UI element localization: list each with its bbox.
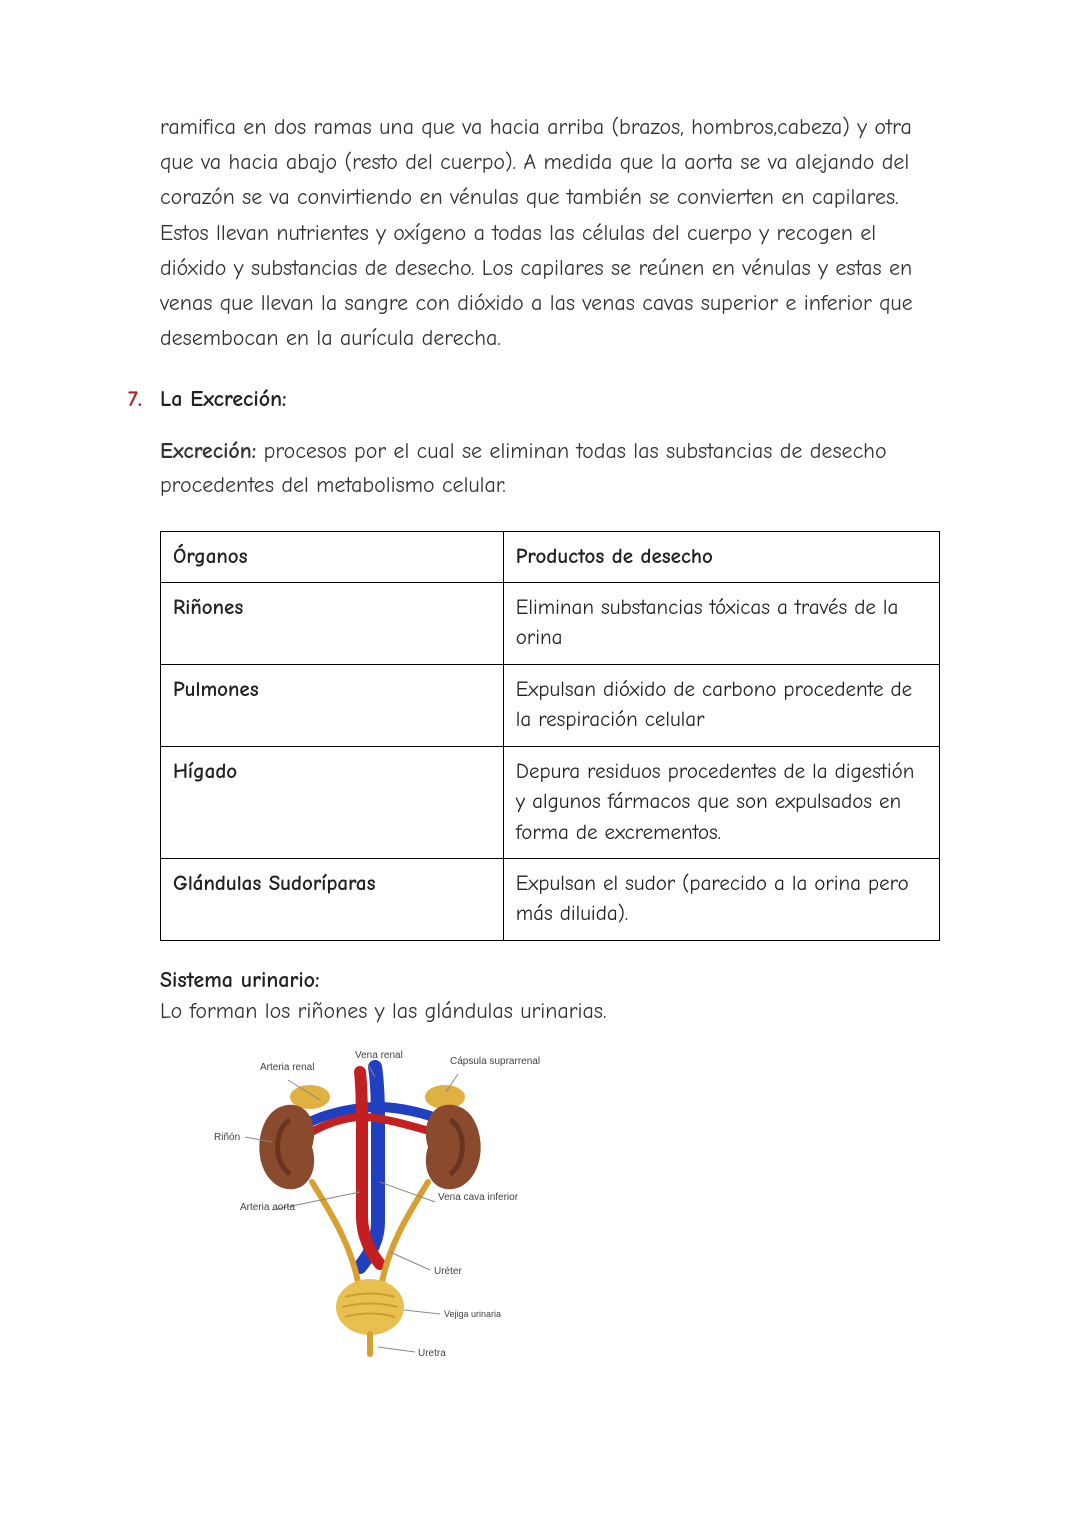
table-row: Glándulas Sudoríparas Expulsan el sudor … bbox=[161, 859, 940, 941]
diagram-label-vena-renal: Vena renal bbox=[355, 1050, 403, 1061]
table-header-row: Órganos Productos de desecho bbox=[161, 531, 940, 582]
subsection-description: Lo forman los riñones y las glándulas ur… bbox=[160, 995, 940, 1028]
section-number: 7. bbox=[128, 386, 160, 412]
diagram-label-arteria-renal: Arteria renal bbox=[260, 1062, 314, 1073]
section-title: La Excreción: bbox=[160, 386, 287, 412]
definition-paragraph: Excreción: procesos por el cual se elimi… bbox=[160, 434, 940, 502]
intro-paragraph: ramifica en dos ramas una que va hacia a… bbox=[160, 110, 940, 356]
diagram-label-vena-cava-inferior: Vena cava inferior bbox=[438, 1192, 519, 1203]
diagram-label-vejiga: Vejiga urinaria bbox=[444, 1309, 501, 1319]
diagram-label-ureter: Uréter bbox=[434, 1266, 462, 1277]
table-cell-product: Expulsan el sudor (parecido a la orina p… bbox=[503, 859, 939, 941]
table-row: Riñones Eliminan substancias tóxicas a t… bbox=[161, 582, 940, 664]
diagram-label-rinon: Riñón bbox=[214, 1132, 240, 1143]
table-row: Pulmones Expulsan dióxido de carbono pro… bbox=[161, 664, 940, 746]
diagram-label-arteria-aorta: Arteria aorta bbox=[240, 1202, 295, 1213]
table-header-product: Productos de desecho bbox=[503, 531, 939, 582]
document-page: ramifica en dos ramas una que va hacia a… bbox=[0, 0, 1080, 1525]
definition-term: Excreción: bbox=[160, 438, 256, 464]
table-cell-organ: Riñones bbox=[161, 582, 504, 664]
section-heading-row: 7. La Excreción: bbox=[160, 386, 940, 412]
organs-table: Órganos Productos de desecho Riñones Eli… bbox=[160, 531, 940, 941]
table-cell-product: Expulsan dióxido de carbono procedente d… bbox=[503, 664, 939, 746]
table-cell-organ: Hígado bbox=[161, 746, 504, 858]
table-row: Hígado Depura residuos procedentes de la… bbox=[161, 746, 940, 858]
diagram-label-capsula-suprarrenal: Cápsula suprarrenal bbox=[450, 1056, 540, 1067]
table-cell-product: Depura residuos procedentes de la digest… bbox=[503, 746, 939, 858]
definition-text: procesos por el cual se eliminan todas l… bbox=[160, 438, 887, 498]
urinary-system-diagram: Arteria renal Vena renal Cápsula suprarr… bbox=[200, 1042, 540, 1376]
table-cell-organ: Pulmones bbox=[161, 664, 504, 746]
table-cell-organ: Glándulas Sudoríparas bbox=[161, 859, 504, 941]
subsection-title: Sistema urinario: bbox=[160, 967, 940, 993]
table-cell-product: Eliminan substancias tóxicas a través de… bbox=[503, 582, 939, 664]
diagram-label-uretra: Uretra bbox=[418, 1348, 446, 1359]
table-header-organ: Órganos bbox=[161, 531, 504, 582]
urinary-system-svg: Arteria renal Vena renal Cápsula suprarr… bbox=[200, 1042, 540, 1372]
